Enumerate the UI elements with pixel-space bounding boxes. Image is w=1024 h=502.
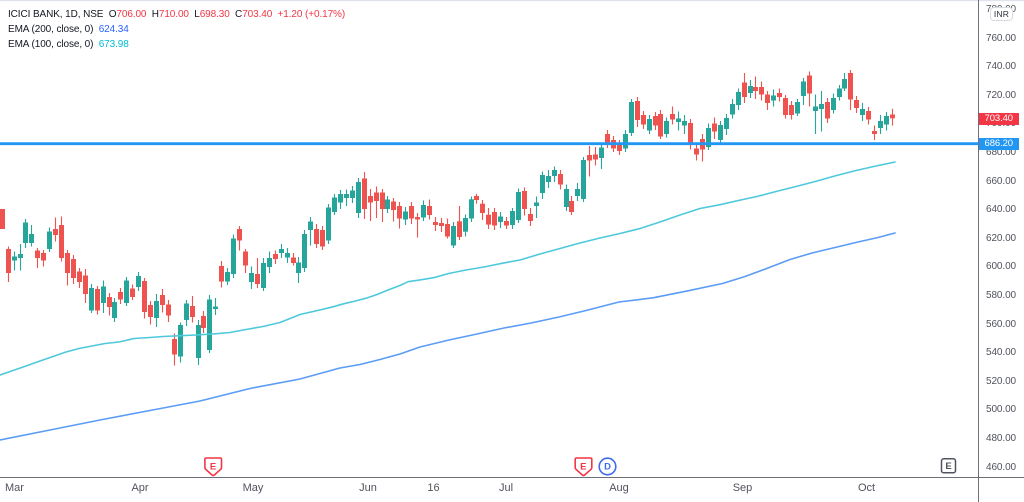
svg-text:D: D: [604, 462, 611, 473]
svg-text:E: E: [945, 461, 951, 472]
svg-text:E: E: [580, 462, 586, 473]
svg-text:E: E: [210, 462, 216, 473]
